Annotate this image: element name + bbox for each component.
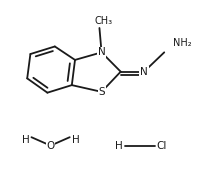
Text: Cl: Cl — [157, 141, 167, 151]
Text: CH₃: CH₃ — [95, 16, 113, 26]
Text: O: O — [46, 141, 55, 151]
Text: H: H — [72, 135, 80, 145]
Text: N: N — [140, 67, 148, 77]
Text: H: H — [115, 141, 123, 151]
Text: N: N — [98, 47, 106, 57]
Text: H: H — [22, 135, 29, 145]
Text: S: S — [98, 87, 105, 97]
Text: NH₂: NH₂ — [173, 38, 191, 48]
